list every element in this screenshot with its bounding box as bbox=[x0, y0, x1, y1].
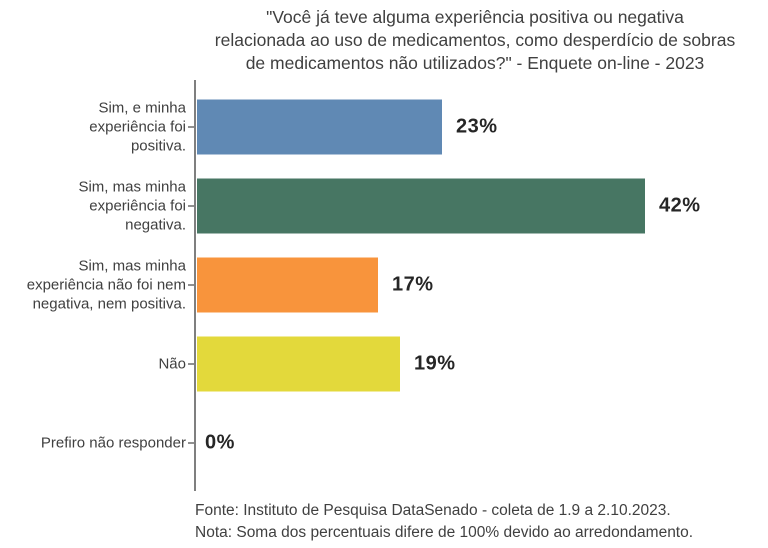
bar bbox=[197, 257, 378, 313]
axis-tick bbox=[188, 442, 194, 444]
category-label: Sim, mas minha experiência foi negativa. bbox=[78, 178, 186, 234]
value-label: 23% bbox=[456, 115, 498, 138]
axis-tick bbox=[188, 284, 194, 286]
y-axis-line bbox=[194, 80, 196, 491]
category-label: Prefiro não responder bbox=[40, 434, 186, 452]
value-label: 0% bbox=[205, 431, 235, 454]
axis-tick bbox=[188, 205, 194, 207]
note-text: Nota: Soma dos percentuais difere de 100… bbox=[195, 524, 694, 541]
bar bbox=[197, 99, 442, 155]
axis-tick bbox=[188, 363, 194, 365]
chart-title-line-1: "Você já teve alguma experiência positiv… bbox=[266, 7, 684, 27]
source-text: Fonte: Instituto de Pesquisa DataSenado … bbox=[195, 502, 671, 519]
value-label: 19% bbox=[414, 352, 456, 375]
bar bbox=[197, 336, 400, 392]
value-label: 42% bbox=[659, 194, 701, 217]
chart-title: "Você já teve alguma experiência positiv… bbox=[182, 6, 768, 75]
value-label: 17% bbox=[392, 273, 434, 296]
chart-title-line-3: de medicamentos não utilizados?" - Enque… bbox=[245, 53, 705, 73]
category-label: Sim, mas minha experiência não foi nem neg… bbox=[26, 257, 186, 313]
chart-title-line-2: relacionada ao uso de medicamentos, como… bbox=[214, 30, 736, 50]
bar bbox=[197, 178, 645, 234]
category-label: Não bbox=[158, 355, 186, 373]
category-label: Sim, e minha experiência foi positiva. bbox=[89, 99, 186, 155]
chart-footnote: Fonte: Instituto de Pesquisa DataSenado … bbox=[195, 500, 693, 544]
axis-tick bbox=[188, 126, 194, 128]
